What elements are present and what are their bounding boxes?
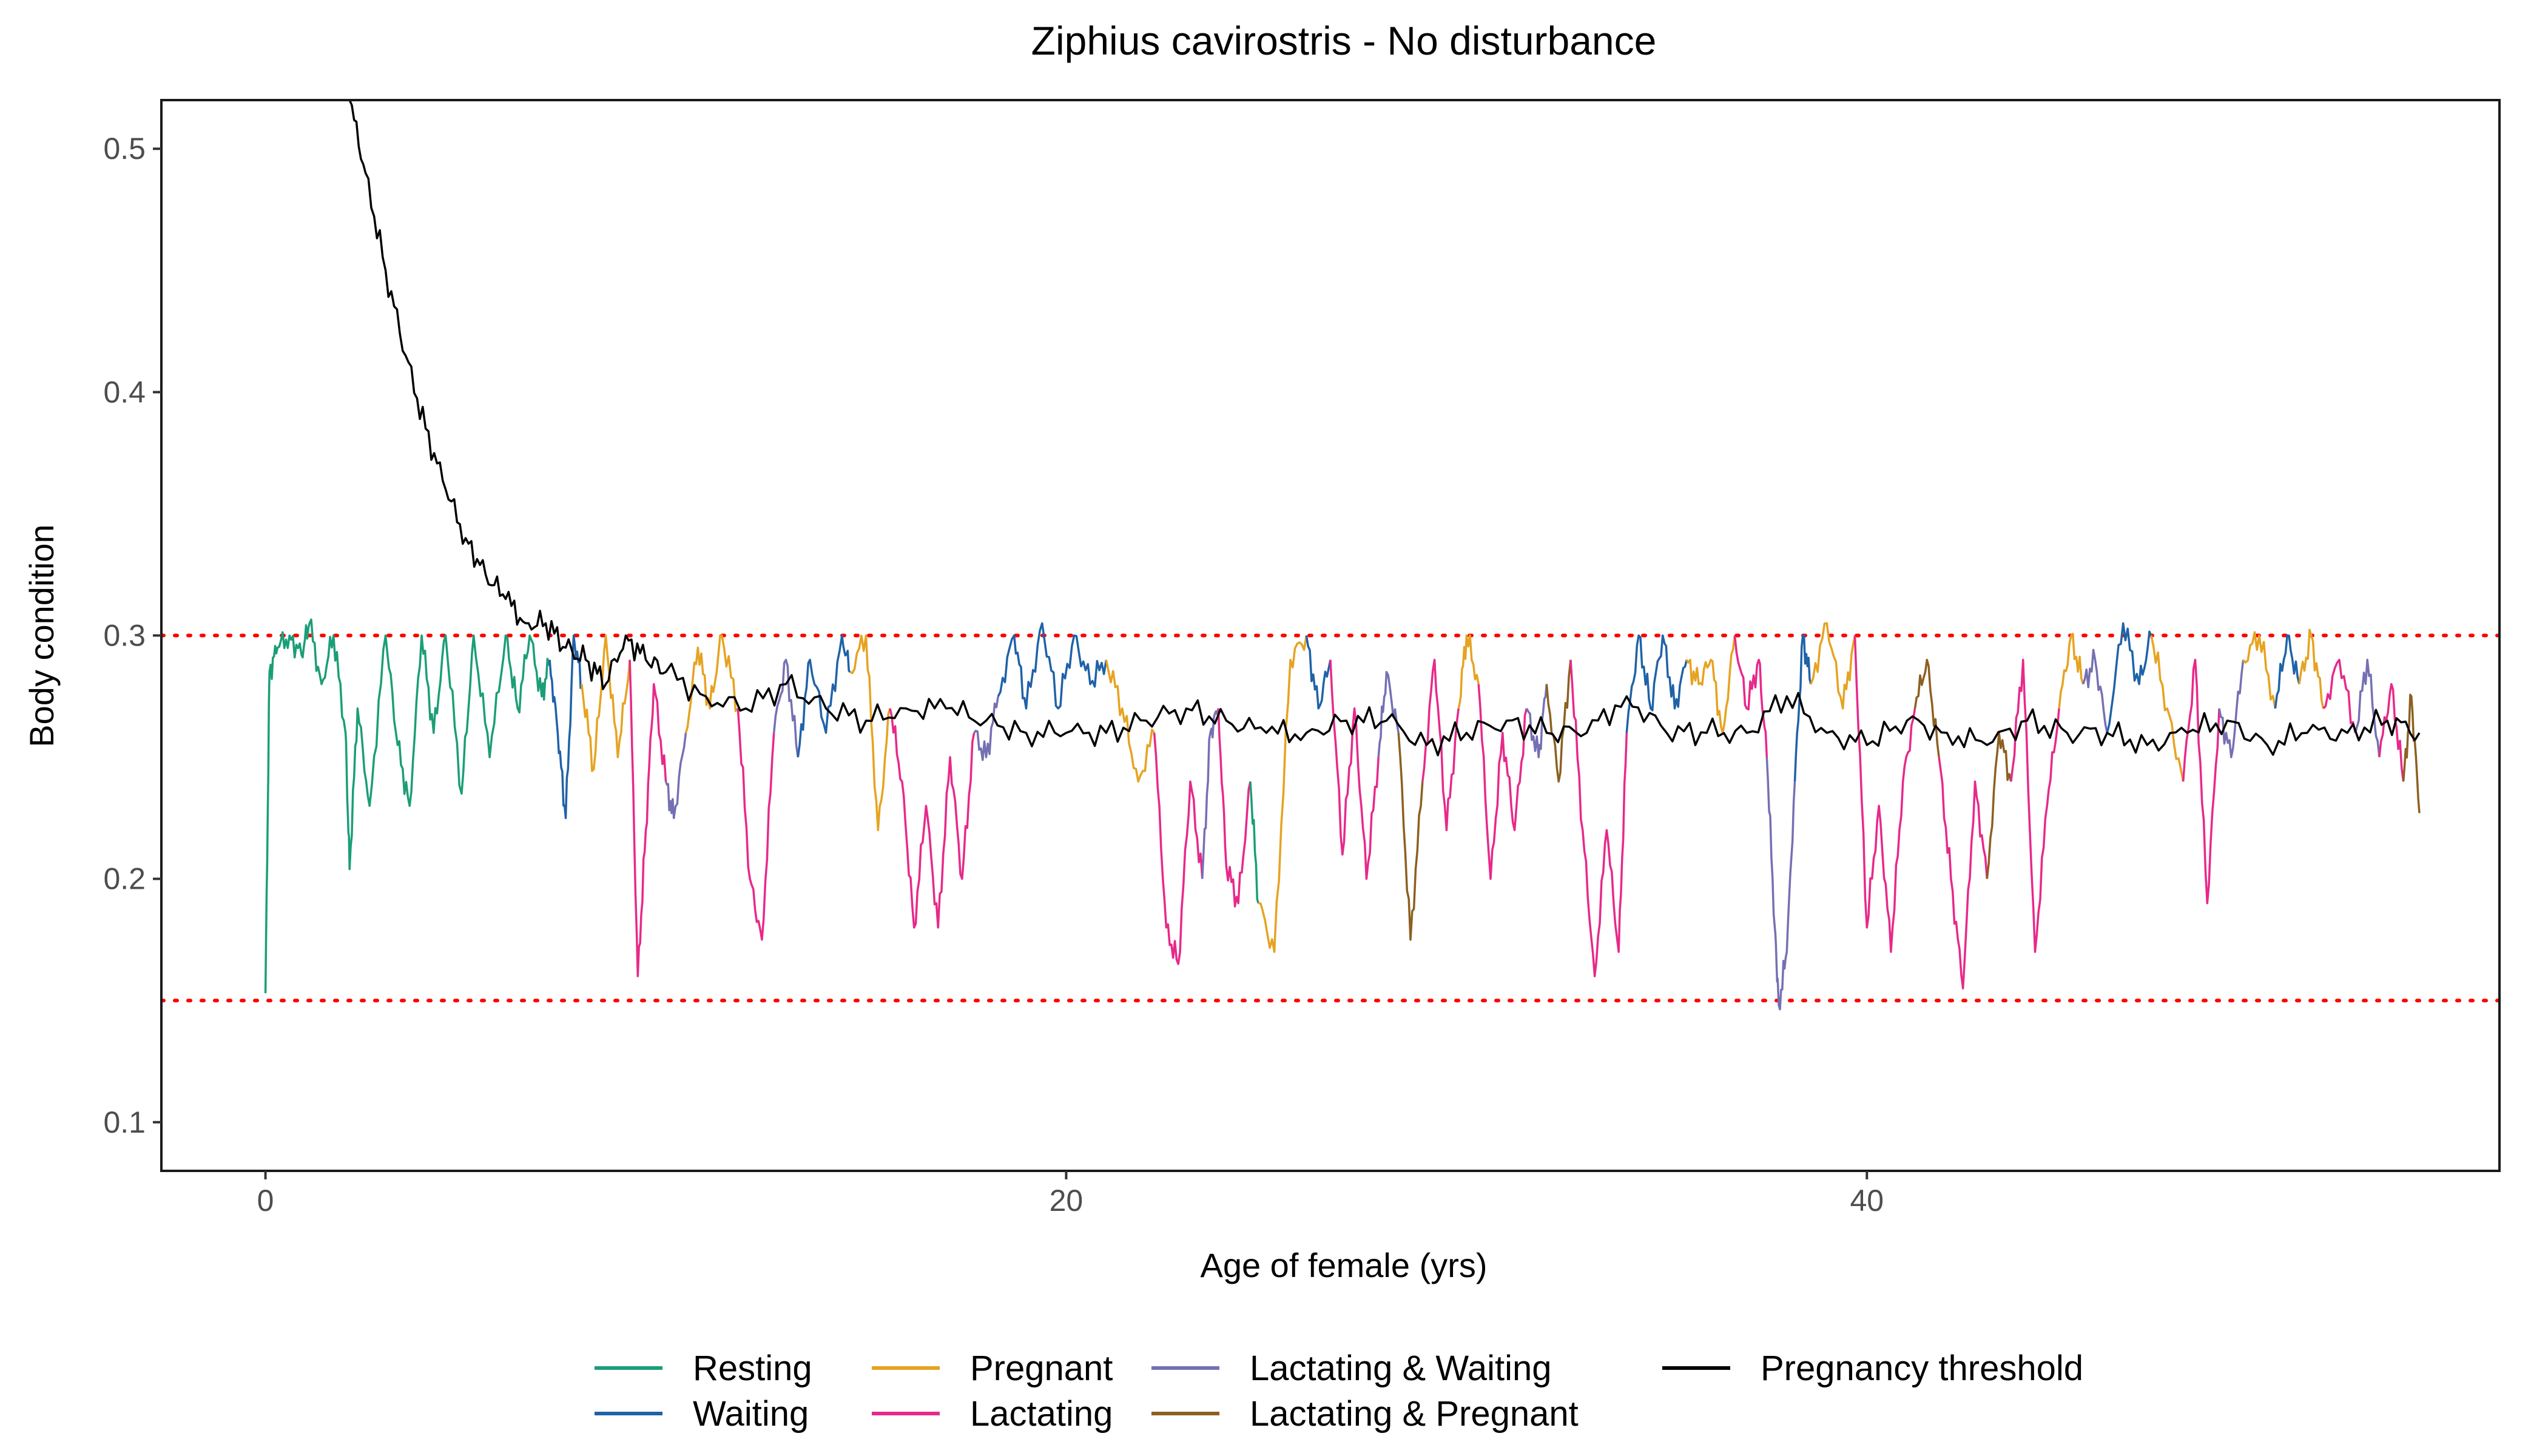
state-series-segment <box>1853 635 1916 953</box>
y-tick-label: 0.2 <box>103 862 146 896</box>
state-series-segment <box>2378 682 2405 782</box>
x-axis-title: Age of female (yrs) <box>1200 1246 1487 1284</box>
state-series-segment <box>264 618 551 994</box>
y-tick-label: 0.5 <box>103 132 146 166</box>
state-series-segment <box>1249 781 1259 904</box>
state-series-segment <box>1329 659 1380 880</box>
x-tick-label: 40 <box>1850 1184 1884 1218</box>
state-series-segment <box>997 622 1108 710</box>
state-series-segment <box>2274 634 2300 709</box>
state-series-segment <box>1153 732 1204 965</box>
legend-label: Pregnancy threshold <box>1761 1349 2083 1388</box>
state-series-segment <box>1258 635 1308 953</box>
legend-label: Lactating & Waiting <box>1250 1349 1552 1388</box>
state-series-segment <box>664 732 687 820</box>
state-series-segment <box>797 634 851 758</box>
legend: Resting Waiting Pregnant Lactating Lactating… <box>595 1349 2083 1434</box>
y-tick-label: 0.1 <box>103 1105 146 1139</box>
state-series-segment <box>1201 708 1219 879</box>
state-series-group <box>264 618 2421 1011</box>
y-tick-label: 0.3 <box>103 619 146 653</box>
y-axis: 0.1 0.2 0.3 0.4 0.5 <box>103 132 161 1139</box>
state-series-segment <box>1377 670 1400 758</box>
threshold-series-line <box>348 100 2421 757</box>
state-series-segment <box>736 708 775 941</box>
legend-label: Waiting <box>693 1394 809 1434</box>
state-series-segment <box>1421 658 1460 832</box>
state-series-segment <box>849 634 891 832</box>
state-series-segment <box>1545 659 1572 783</box>
state-series-segment <box>1105 659 1156 783</box>
state-series-segment <box>2402 693 2421 814</box>
state-series-segment <box>889 708 976 929</box>
state-series-segment <box>1913 658 1940 758</box>
state-series-segment <box>548 634 583 820</box>
state-series-segment <box>2150 635 2185 782</box>
x-tick-label: 20 <box>1050 1184 1084 1218</box>
state-series-segment <box>2106 622 2152 733</box>
state-series-segment <box>2322 658 2357 733</box>
legend-label: Resting <box>693 1349 812 1388</box>
state-series-segment <box>772 658 800 758</box>
state-series-segment <box>2058 633 2085 709</box>
state-series-segment <box>1793 634 1812 782</box>
y-axis-title: Body condition <box>22 524 61 747</box>
threshold-series-group <box>348 100 2421 757</box>
legend-label: Lactating & Pregnant <box>1250 1394 1579 1434</box>
state-series-segment <box>1685 635 1736 734</box>
legend-label: Pregnant <box>970 1349 1113 1388</box>
state-series-segment <box>2242 631 2277 709</box>
legend-label: Lactating <box>970 1394 1113 1434</box>
state-series-segment <box>2082 649 2109 733</box>
state-series-segment <box>973 696 1000 761</box>
state-series-segment <box>1625 634 1688 733</box>
y-tick-label: 0.4 <box>103 375 146 409</box>
reference-lines <box>161 633 2499 1003</box>
state-series-segment <box>1765 757 1796 1011</box>
state-series-segment <box>2182 658 2220 905</box>
state-series-segment <box>684 634 739 733</box>
state-series-segment <box>2354 658 2381 758</box>
x-axis: 0 20 40 <box>257 1171 1884 1218</box>
state-series-segment <box>2010 658 2060 953</box>
state-series-segment <box>581 634 631 772</box>
state-series-segment <box>1477 684 1528 880</box>
state-series-segment <box>1457 634 1480 709</box>
state-series-segment <box>2298 629 2325 709</box>
state-series-segment <box>1569 659 1628 977</box>
chart-title: Ziphius cavirostris - No disturbance <box>1031 18 1657 63</box>
state-series-segment <box>1397 732 1424 941</box>
state-series-segment <box>1217 708 1252 908</box>
plot-area <box>160 99 2501 1172</box>
state-series-segment <box>1305 635 1332 710</box>
state-series-segment <box>1938 757 1989 989</box>
state-series-segment <box>1810 622 1856 710</box>
state-series-segment <box>1525 684 1548 758</box>
state-series-segment <box>629 659 667 977</box>
x-tick-label: 0 <box>257 1184 274 1218</box>
state-series-segment <box>2218 659 2245 758</box>
